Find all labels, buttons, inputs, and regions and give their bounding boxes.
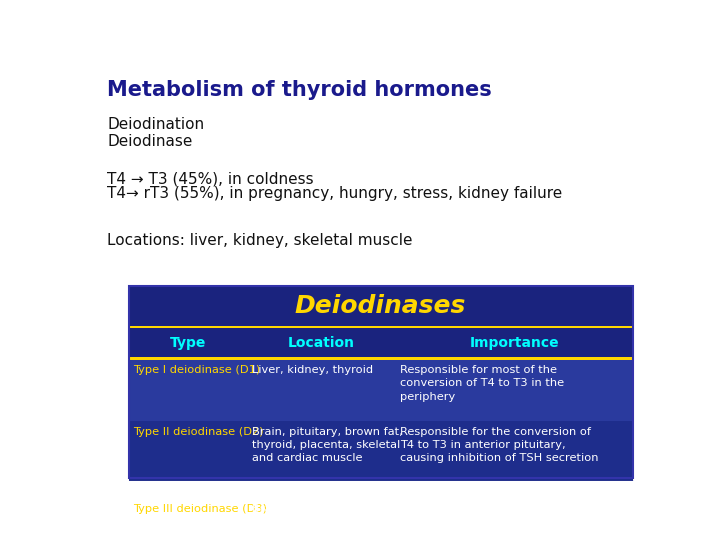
- Text: Brain, placenta, skin: Brain, placenta, skin: [252, 504, 369, 514]
- Text: Deiodinases: Deiodinases: [295, 294, 467, 318]
- Text: Type: Type: [170, 336, 206, 350]
- Text: Importance: Importance: [469, 336, 559, 350]
- Bar: [129, 357, 632, 360]
- Text: Metabolism of thyroid hormones: Metabolism of thyroid hormones: [107, 80, 492, 100]
- Bar: [129, 328, 632, 357]
- Text: Responsible for most of the
conversion of T4 to T3 in the
periphery: Responsible for most of the conversion o…: [400, 365, 564, 402]
- Text: Responsible for the conversion of
T4 to T3 in anterior pituitary,
causing inhibi: Responsible for the conversion of T4 to …: [400, 427, 599, 463]
- Bar: [129, 286, 632, 326]
- Text: Location: Location: [288, 336, 355, 350]
- Text: Inactivates T4 and T3 by
converting T4 to rT3, T3 to T2: Inactivates T4 and T3 by converting T4 t…: [400, 504, 571, 527]
- Text: Locations: liver, kidney, skeletal muscle: Locations: liver, kidney, skeletal muscl…: [107, 233, 413, 248]
- Text: Type II deiodinase (D2): Type II deiodinase (D2): [133, 427, 264, 437]
- Bar: [129, 326, 632, 328]
- Text: Deiodination: Deiodination: [107, 117, 204, 132]
- Text: Type III deiodinase (D3): Type III deiodinase (D3): [133, 504, 267, 514]
- Text: Brain, pituitary, brown fat,
thyroid, placenta, skeletal
and cardiac muscle: Brain, pituitary, brown fat, thyroid, pl…: [252, 427, 402, 463]
- Text: T4→ rT3 (55%), in pregnancy, hungry, stress, kidney failure: T4→ rT3 (55%), in pregnancy, hungry, str…: [107, 186, 562, 201]
- Text: Type I deiodinase (D1): Type I deiodinase (D1): [133, 365, 261, 375]
- Text: T4 → T3 (45%), in coldness: T4 → T3 (45%), in coldness: [107, 171, 314, 186]
- Text: Liver, kidney, thyroid: Liver, kidney, thyroid: [252, 365, 373, 375]
- Text: Deiodinase: Deiodinase: [107, 134, 192, 149]
